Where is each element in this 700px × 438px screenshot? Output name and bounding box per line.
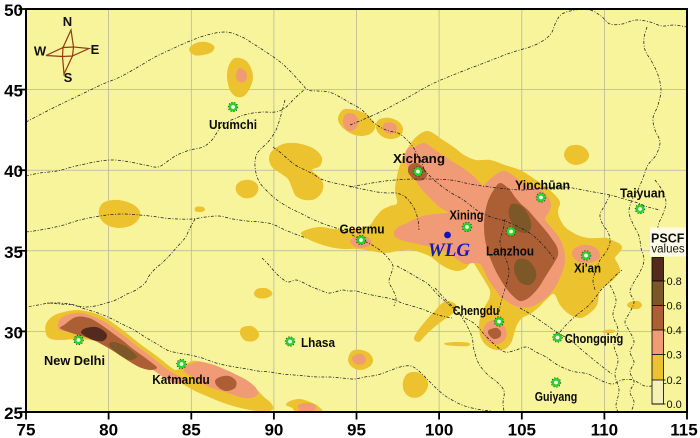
svg-text:0.8: 0.8	[667, 276, 682, 288]
svg-text:W: W	[34, 44, 47, 59]
svg-text:Xi'an: Xi'an	[574, 261, 601, 276]
svg-text:Lhasa: Lhasa	[301, 335, 336, 350]
svg-text:WLG: WLG	[428, 240, 471, 261]
svg-text:Guiyang: Guiyang	[535, 389, 578, 404]
svg-text:values: values	[651, 244, 684, 256]
svg-text:90: 90	[264, 421, 283, 438]
svg-text:Chengdu: Chengdu	[453, 303, 500, 318]
svg-text:Katmandu: Katmandu	[152, 372, 210, 387]
svg-text:85: 85	[182, 421, 201, 438]
svg-text:115: 115	[670, 421, 697, 438]
svg-text:0.3: 0.3	[667, 350, 682, 362]
svg-text:50: 50	[4, 1, 23, 20]
svg-text:30: 30	[4, 323, 23, 342]
svg-text:N: N	[63, 14, 72, 29]
svg-text:Xichang: Xichang	[393, 151, 445, 166]
svg-text:0.0: 0.0	[667, 399, 682, 411]
svg-text:0.4: 0.4	[667, 325, 682, 337]
svg-text:New Delhi: New Delhi	[44, 353, 105, 368]
svg-text:75: 75	[17, 421, 36, 438]
svg-text:Taiyuan: Taiyuan	[620, 186, 665, 201]
svg-text:Chongqing: Chongqing	[565, 331, 624, 346]
svg-text:105: 105	[508, 421, 536, 438]
svg-text:Yinchūan: Yinchūan	[515, 178, 570, 193]
svg-text:E: E	[91, 42, 100, 57]
svg-text:0.2: 0.2	[667, 375, 682, 387]
svg-text:95: 95	[347, 421, 366, 438]
svg-text:80: 80	[99, 421, 118, 438]
svg-text:40: 40	[4, 162, 23, 181]
svg-text:35: 35	[4, 243, 23, 262]
svg-text:25: 25	[4, 404, 23, 423]
svg-text:Geermu: Geermu	[340, 222, 385, 237]
svg-text:Urumchi: Urumchi	[209, 117, 257, 132]
svg-text:0.6: 0.6	[667, 301, 682, 313]
svg-text:100: 100	[425, 421, 453, 438]
svg-text:110: 110	[591, 421, 618, 438]
svg-text:S: S	[64, 70, 73, 85]
svg-text:Xining: Xining	[450, 208, 484, 223]
svg-text:PSCF: PSCF	[651, 232, 685, 246]
svg-text:Lanzhou: Lanzhou	[486, 244, 534, 259]
svg-text:45: 45	[4, 82, 23, 101]
